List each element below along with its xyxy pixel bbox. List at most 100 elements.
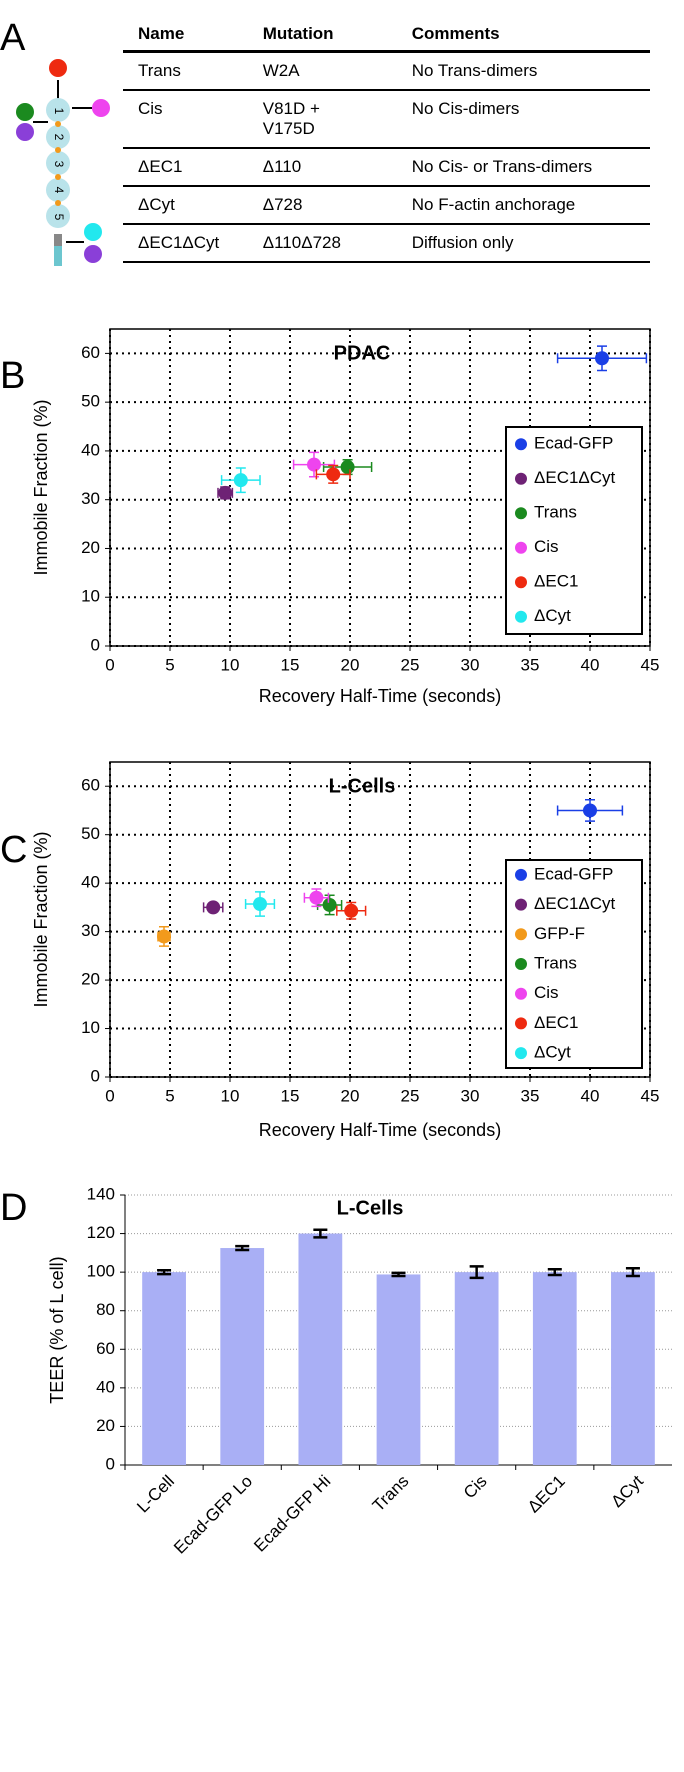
bar: [142, 1272, 186, 1465]
x-tick-label: ΔEC1: [524, 1472, 569, 1517]
bar: [376, 1274, 421, 1465]
legend-label: Cis: [534, 983, 559, 1002]
y-axis-label: Immobile Fraction (%): [31, 831, 51, 1007]
cell-text: W2A: [262, 61, 300, 80]
error-bars: [556, 345, 648, 372]
error-bar: [313, 1228, 328, 1239]
data-point: [309, 890, 324, 905]
error-bar: [469, 1265, 484, 1280]
x-tick-label: 0: [105, 1086, 114, 1105]
y-tick-label: 10: [81, 587, 100, 606]
y-tick-label: 30: [81, 921, 100, 940]
table-header: Name Mutation Comments: [123, 20, 650, 53]
bar: [611, 1272, 655, 1465]
cell-text: Δ110Δ728: [262, 233, 341, 252]
x-tick-label: 30: [461, 1086, 480, 1105]
y-tick-label: 40: [96, 1377, 115, 1396]
table-cell: No Trans-dimers: [396, 51, 650, 91]
y-tick-label: 0: [91, 635, 100, 654]
legend-label: ΔEC1: [534, 572, 578, 591]
x-axis-label: Recovery Half-Time (seconds): [259, 1120, 501, 1140]
x-tick-label: 15: [281, 1086, 300, 1105]
x-tick-label: 25: [401, 655, 420, 674]
domain-label: 2: [52, 134, 66, 141]
x-tick-label: 20: [341, 655, 360, 674]
data-point: [206, 900, 221, 915]
chart-title: PDAC: [334, 342, 391, 364]
panel-label: A: [0, 17, 26, 59]
bar: [532, 1272, 577, 1465]
legend-label: ΔCyt: [534, 606, 571, 625]
x-tick-label: Trans: [369, 1472, 413, 1516]
table-cell: ΔCyt: [123, 186, 248, 225]
table-row: ΔEC1ΔCyt Δ110Δ728 Diffusion only: [123, 224, 650, 263]
legend-swatch: [515, 1017, 527, 1030]
y-tick-label: 0: [106, 1454, 115, 1473]
y-tick-label: 40: [81, 440, 100, 459]
x-tick-label: 45: [641, 655, 660, 674]
x-tick-label: 5: [165, 1086, 174, 1105]
table-cell: ΔEC1ΔCyt: [123, 224, 248, 263]
legend-swatch: [515, 576, 527, 589]
y-tick-label: 140: [87, 1184, 115, 1203]
x-tick-label: Cis: [460, 1472, 491, 1503]
column-header: Mutation: [247, 20, 397, 53]
bar: [454, 1272, 499, 1465]
data-point: [322, 897, 337, 912]
legend-label: GFP-F: [534, 924, 585, 943]
x-axis-label: Recovery Half-Time (seconds): [259, 686, 501, 706]
legend-frame: [505, 426, 643, 635]
y-tick-label: 60: [81, 343, 100, 362]
chart-title: L-Cells: [329, 775, 396, 797]
error-bar: [625, 1267, 640, 1278]
legend-frame: [505, 859, 643, 1069]
y-tick-label: 40: [81, 873, 100, 892]
table-cell: Cis: [123, 90, 248, 149]
table-cell: ΔEC1: [123, 148, 248, 187]
panel-label: D: [0, 1187, 27, 1229]
x-tick-label: 45: [641, 1086, 660, 1105]
x-tick-label: Ecad-GFP Hi: [250, 1472, 334, 1556]
y-tick-label: 10: [81, 1018, 100, 1037]
legend-label: ΔEC1ΔCyt: [534, 894, 616, 913]
y-tick-label: 80: [96, 1300, 115, 1319]
y-tick-label: 100: [87, 1262, 115, 1281]
panel-label: B: [0, 355, 25, 397]
y-tick-label: 20: [81, 538, 100, 557]
legend-swatch: [515, 610, 527, 623]
legend-swatch: [515, 507, 527, 520]
table-cell: W2A: [247, 51, 397, 91]
x-tick-label: 10: [221, 1086, 240, 1105]
table-cell: No Cis- or Trans-dimers: [396, 148, 650, 187]
legend-swatch: [515, 438, 527, 451]
plot-frame: [109, 328, 651, 647]
x-tick-label: 20: [341, 1086, 360, 1105]
legend-swatch: [515, 987, 527, 1000]
table-cell: V81D + V175D: [247, 90, 397, 149]
x-tick-label: 40: [581, 1086, 600, 1105]
data-point: [326, 467, 341, 482]
table-row: Cis V81D + V175D No Cis-dimers: [123, 90, 650, 149]
x-tick-label: Ecad-GFP Lo: [170, 1472, 256, 1558]
y-tick-label: 20: [81, 970, 100, 989]
x-tick-label: 30: [461, 655, 480, 674]
panel-label: C: [0, 829, 27, 871]
x-tick-label: 35: [521, 655, 540, 674]
chart-title: L-Cells: [337, 1197, 404, 1219]
error-bar: [391, 1271, 406, 1278]
table-row: ΔEC1 Δ110 No Cis- or Trans-dimers: [123, 148, 650, 187]
table-cell: No F-actin anchorage: [396, 186, 650, 225]
domain-label: 1: [52, 108, 66, 115]
data-point: [253, 896, 267, 911]
legend-label: ΔCyt: [534, 1043, 571, 1062]
error-bar: [547, 1268, 562, 1277]
legend-label: ΔEC1ΔCyt: [534, 468, 616, 487]
legend-label: Cis: [534, 537, 559, 556]
data-point: [218, 485, 233, 500]
legend-swatch: [515, 472, 527, 485]
legend-label: Trans: [534, 953, 577, 972]
x-tick-label: 35: [521, 1086, 540, 1105]
legend-swatch: [515, 1047, 527, 1060]
x-tick-label: 5: [165, 655, 174, 674]
